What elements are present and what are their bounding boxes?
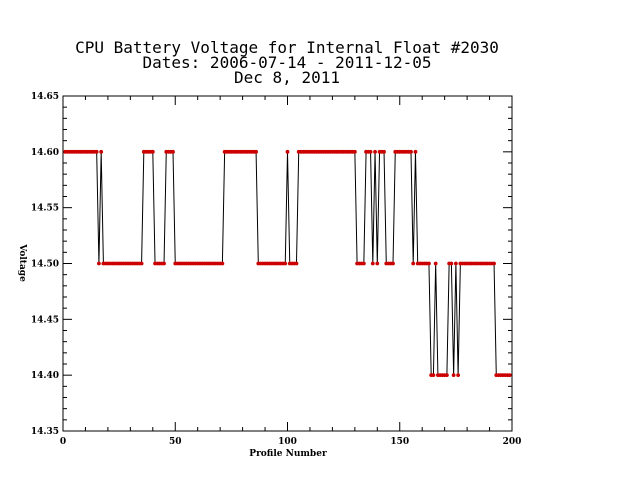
data-point <box>431 373 436 378</box>
data-point <box>373 149 377 154</box>
data-point <box>162 261 166 266</box>
data-point <box>492 261 496 266</box>
data-point <box>427 261 431 266</box>
data-point <box>171 149 175 154</box>
data-point <box>139 261 144 266</box>
data-point <box>220 261 225 266</box>
y-tick-label: 14.40 <box>31 371 59 381</box>
x-axis-ticks <box>62 96 513 431</box>
data-point <box>285 149 290 154</box>
y-tick-label: 14.65 <box>31 92 59 102</box>
data-point <box>150 149 155 154</box>
y-tick-label: 14.45 <box>31 315 59 325</box>
data-point <box>94 149 99 154</box>
data-point <box>456 373 461 378</box>
x-tick-label: 100 <box>278 437 297 447</box>
data-point <box>368 149 373 154</box>
data-point <box>444 373 449 378</box>
chart-title: CPU Battery Voltage for Internal Float #… <box>75 38 499 87</box>
data-point <box>411 261 416 266</box>
data-point <box>294 261 299 266</box>
data-point <box>433 261 438 266</box>
x-axis-label: Profile Number <box>249 449 327 459</box>
chart-title-line-1: CPU Battery Voltage for Internal Float #… <box>75 38 499 57</box>
x-tick-label: 50 <box>169 437 182 447</box>
data-point <box>449 261 454 266</box>
data-point <box>375 261 380 266</box>
y-tick-label: 14.55 <box>31 204 59 214</box>
x-tick-label: 0 <box>60 437 66 447</box>
chart-title-line-2: Dates: 2006-07-14 - 2011-12-05 <box>143 53 432 72</box>
y-axis-label: Voltage <box>17 243 27 282</box>
data-point <box>409 149 413 154</box>
y-tick-label: 14.35 <box>31 427 59 437</box>
y-tick-label: 14.60 <box>31 148 59 158</box>
data-point <box>507 373 512 378</box>
data-point <box>254 149 258 154</box>
chart-title-line-3: Dec 8, 2011 <box>234 68 340 87</box>
data-point <box>453 261 458 266</box>
data-point <box>413 149 418 154</box>
data-point <box>99 149 104 154</box>
data-point <box>382 149 386 154</box>
data-point <box>361 261 366 266</box>
y-tick-label: 14.50 <box>31 260 59 270</box>
x-tick-label: 150 <box>390 437 409 447</box>
x-axis-tick-labels: 0 50 100 150 200 <box>60 437 522 447</box>
data-point <box>97 261 101 266</box>
data-point <box>352 149 357 154</box>
data-point <box>283 261 288 266</box>
data-point <box>370 261 375 266</box>
voltage-markers <box>63 149 512 378</box>
x-tick-label: 200 <box>503 437 522 447</box>
data-point <box>451 373 456 378</box>
y-axis-tick-labels: 14.35 14.40 14.45 14.50 14.55 14.60 14.65 <box>31 92 59 437</box>
data-point <box>391 261 395 266</box>
